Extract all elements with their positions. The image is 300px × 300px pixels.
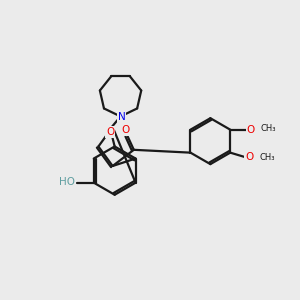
Text: CH₃: CH₃: [259, 153, 274, 162]
Text: CH₃: CH₃: [261, 124, 276, 133]
Text: O: O: [247, 125, 255, 135]
Text: O: O: [245, 152, 253, 162]
Text: O: O: [106, 127, 114, 137]
Text: N: N: [118, 112, 125, 122]
Text: O: O: [121, 125, 129, 135]
Text: HO: HO: [59, 177, 75, 187]
